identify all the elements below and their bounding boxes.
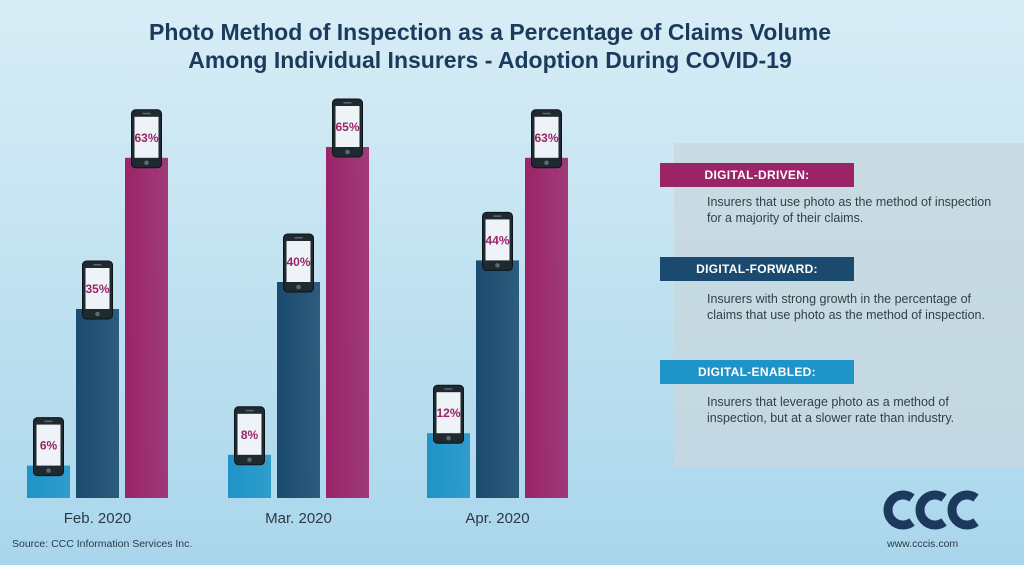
phone-icon (33, 417, 64, 477)
x-tick-label-mar-2020: Mar. 2020 (265, 510, 332, 527)
phone-icon (82, 260, 113, 320)
data-label-digital-forward-feb-2020: 35% (85, 282, 109, 296)
legend-description-digital-enabled: Insurers that leverage photo as a method… (707, 395, 955, 425)
phone-icon (283, 233, 314, 293)
legend-tag-digital-enabled: DIGITAL-ENABLED: (660, 360, 854, 384)
bar-digital-forward-feb-2020 (76, 309, 119, 498)
legend-description-digital-driven: Insurers that use photo as the method of… (707, 195, 992, 225)
legend-tag-digital-driven: DIGITAL-DRIVEN: (660, 163, 854, 187)
source-note: Source: CCC Information Services Inc. (12, 538, 193, 550)
x-tick-label-apr-2020: Apr. 2020 (465, 510, 529, 527)
legend-tag-digital-forward: DIGITAL-FORWARD: (660, 257, 854, 281)
data-label-digital-driven-apr-2020: 63% (534, 131, 558, 145)
bar-digital-driven-apr-2020 (525, 157, 568, 499)
bar-digital-forward-apr-2020 (476, 260, 519, 498)
data-label-digital-forward-mar-2020: 40% (286, 255, 310, 269)
legend-label-digital-driven: DIGITAL-DRIVEN: (704, 168, 810, 182)
data-label-digital-enabled-feb-2020: 6% (40, 439, 58, 453)
chart-title-line-1: Photo Method of Inspection as a Percenta… (148, 19, 831, 45)
phone-icon (332, 98, 363, 158)
chart-title: Photo Method of Inspection as a Percenta… (60, 18, 920, 74)
phone-icon (531, 109, 562, 169)
bar-digital-forward-mar-2020 (277, 282, 320, 498)
bar-digital-driven-mar-2020 (326, 147, 369, 498)
legend-label-digital-forward: DIGITAL-FORWARD: (696, 262, 818, 276)
legend-panel (674, 143, 1024, 468)
chart-title-line-2: Among Individual Insurers - Adoption Dur… (188, 47, 792, 73)
data-label-digital-enabled-mar-2020: 8% (241, 428, 259, 442)
data-label-digital-enabled-apr-2020: 12% (436, 406, 460, 420)
data-label-digital-driven-feb-2020: 63% (134, 131, 158, 145)
data-label-digital-driven-mar-2020: 65% (335, 120, 359, 134)
website-url: www.cccis.com (887, 538, 959, 550)
phone-icon (482, 211, 513, 271)
bar-digital-driven-feb-2020 (125, 157, 168, 499)
legend-label-digital-enabled: DIGITAL-ENABLED: (698, 365, 816, 379)
data-label-digital-forward-apr-2020: 44% (485, 233, 509, 247)
bar-chart: 6% 35% 63% Feb. 2020 8% 40% 65% Mar. 2020 12% 44%… (27, 98, 568, 527)
phone-icon (131, 109, 162, 169)
x-tick-label-feb-2020: Feb. 2020 (64, 510, 132, 527)
bar-digital-enabled-apr-2020 (427, 433, 470, 498)
phone-icon (234, 406, 265, 466)
legend-description-digital-forward: Insurers with strong growth in the perce… (707, 292, 985, 322)
ccc-logo (883, 490, 979, 530)
phone-icon (433, 384, 464, 444)
